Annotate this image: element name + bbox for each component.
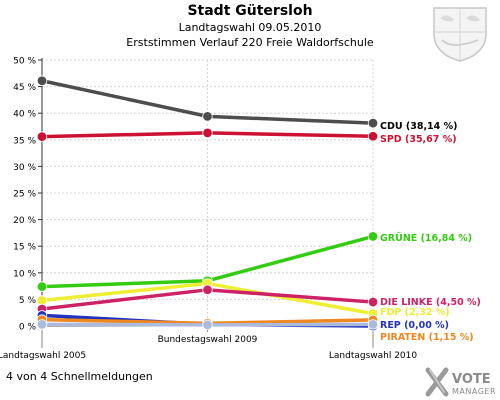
- y-tick-label: 25 %: [13, 190, 36, 200]
- y-tick-label: 30 %: [13, 163, 36, 173]
- x-tick-label: Bundestagswahl 2009: [158, 335, 258, 345]
- series-spd: [36, 127, 379, 142]
- data-point: [202, 127, 213, 139]
- y-tick-label: 20 %: [13, 216, 36, 226]
- series: [36, 75, 379, 332]
- series-end-label: PIRATEN (1,15 %): [380, 332, 474, 343]
- data-point: [367, 296, 379, 308]
- data-point: [36, 281, 48, 292]
- vote-manager-logo: VOTE MANAGER: [425, 367, 496, 397]
- data-point: [36, 75, 48, 86]
- data-point: [36, 131, 48, 142]
- data-point: [367, 319, 379, 330]
- y-tick-label: 5 %: [19, 296, 37, 306]
- y-tick-label: 40 %: [13, 110, 36, 120]
- series-sonstige: [36, 319, 379, 331]
- chart-subtitle-district: Erststimmen Verlauf 220 Freie Waldorfsch…: [126, 36, 374, 49]
- series-end-label: DIE LINKE (4,50 %): [380, 297, 481, 308]
- reporting-status: 4 von 4 Schnellmeldungen: [6, 370, 153, 383]
- x-tick-label: Landtagswahl 2010: [329, 351, 418, 361]
- data-point: [367, 131, 379, 142]
- y-tick-label: 50 %: [13, 57, 36, 67]
- series-die-linke: [36, 284, 379, 315]
- series-end-label: SPD (35,67 %): [380, 134, 457, 145]
- data-point: [367, 117, 379, 129]
- chart-title: Stadt Gütersloh: [187, 3, 313, 19]
- logo-text-manager: MANAGER: [452, 387, 496, 396]
- y-tick-label: 10 %: [13, 269, 36, 279]
- y-tick-label: 15 %: [13, 243, 36, 253]
- data-point: [202, 319, 213, 331]
- series-end-label: CDU (38,14 %): [380, 121, 457, 132]
- data-point: [202, 284, 213, 296]
- y-tick-label: 35 %: [13, 136, 36, 146]
- series-end-label: REP (0,00 %): [380, 320, 449, 331]
- data-point: [367, 231, 379, 242]
- series-end-label: GRÜNE (16,84 %): [380, 233, 472, 244]
- series-cdu: [36, 75, 379, 129]
- data-point: [202, 111, 213, 122]
- chart-subtitle-election: Landtagswahl 09.05.2010: [178, 21, 322, 34]
- x-tick-label: Landtagswahl 2005: [0, 351, 86, 361]
- logo-text-vote: VOTE: [452, 372, 491, 387]
- series-end-label: FDP (2,32 %): [380, 307, 450, 318]
- series-labels: CDU (38,14 %) SPD (35,67 %) GRÜNE (16,84 %…: [380, 121, 481, 343]
- y-tick-label: 0 %: [19, 323, 37, 333]
- data-point: [36, 319, 48, 330]
- coat-of-arms-icon: [433, 7, 487, 62]
- y-tick-label: 45 %: [13, 83, 36, 93]
